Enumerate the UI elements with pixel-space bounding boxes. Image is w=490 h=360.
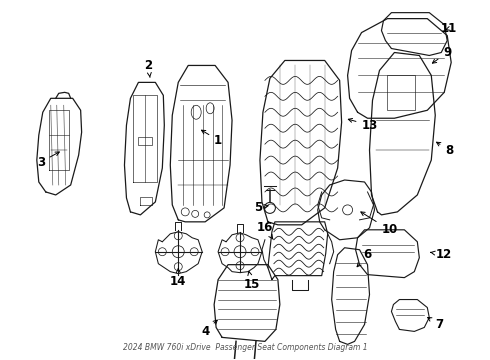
Text: 10: 10 <box>361 212 397 236</box>
Text: 2024 BMW 760i xDrive  Passenger Seat Components Diagram 1: 2024 BMW 760i xDrive Passenger Seat Comp… <box>122 343 368 352</box>
Text: 3: 3 <box>37 152 59 168</box>
Text: 13: 13 <box>348 118 378 132</box>
Text: 7: 7 <box>428 318 443 331</box>
Bar <box>388 75 416 110</box>
Text: 9: 9 <box>432 46 451 63</box>
Text: 5: 5 <box>254 201 268 215</box>
Text: 11: 11 <box>441 22 457 35</box>
Text: 4: 4 <box>201 320 217 338</box>
Text: 12: 12 <box>431 248 452 261</box>
Text: 16: 16 <box>257 221 273 239</box>
Text: 6: 6 <box>357 248 371 267</box>
Text: 1: 1 <box>201 130 222 147</box>
Text: 14: 14 <box>170 269 187 288</box>
Text: 8: 8 <box>437 142 453 157</box>
Bar <box>138 137 152 145</box>
Text: 2: 2 <box>145 59 152 77</box>
Text: 15: 15 <box>244 271 260 291</box>
